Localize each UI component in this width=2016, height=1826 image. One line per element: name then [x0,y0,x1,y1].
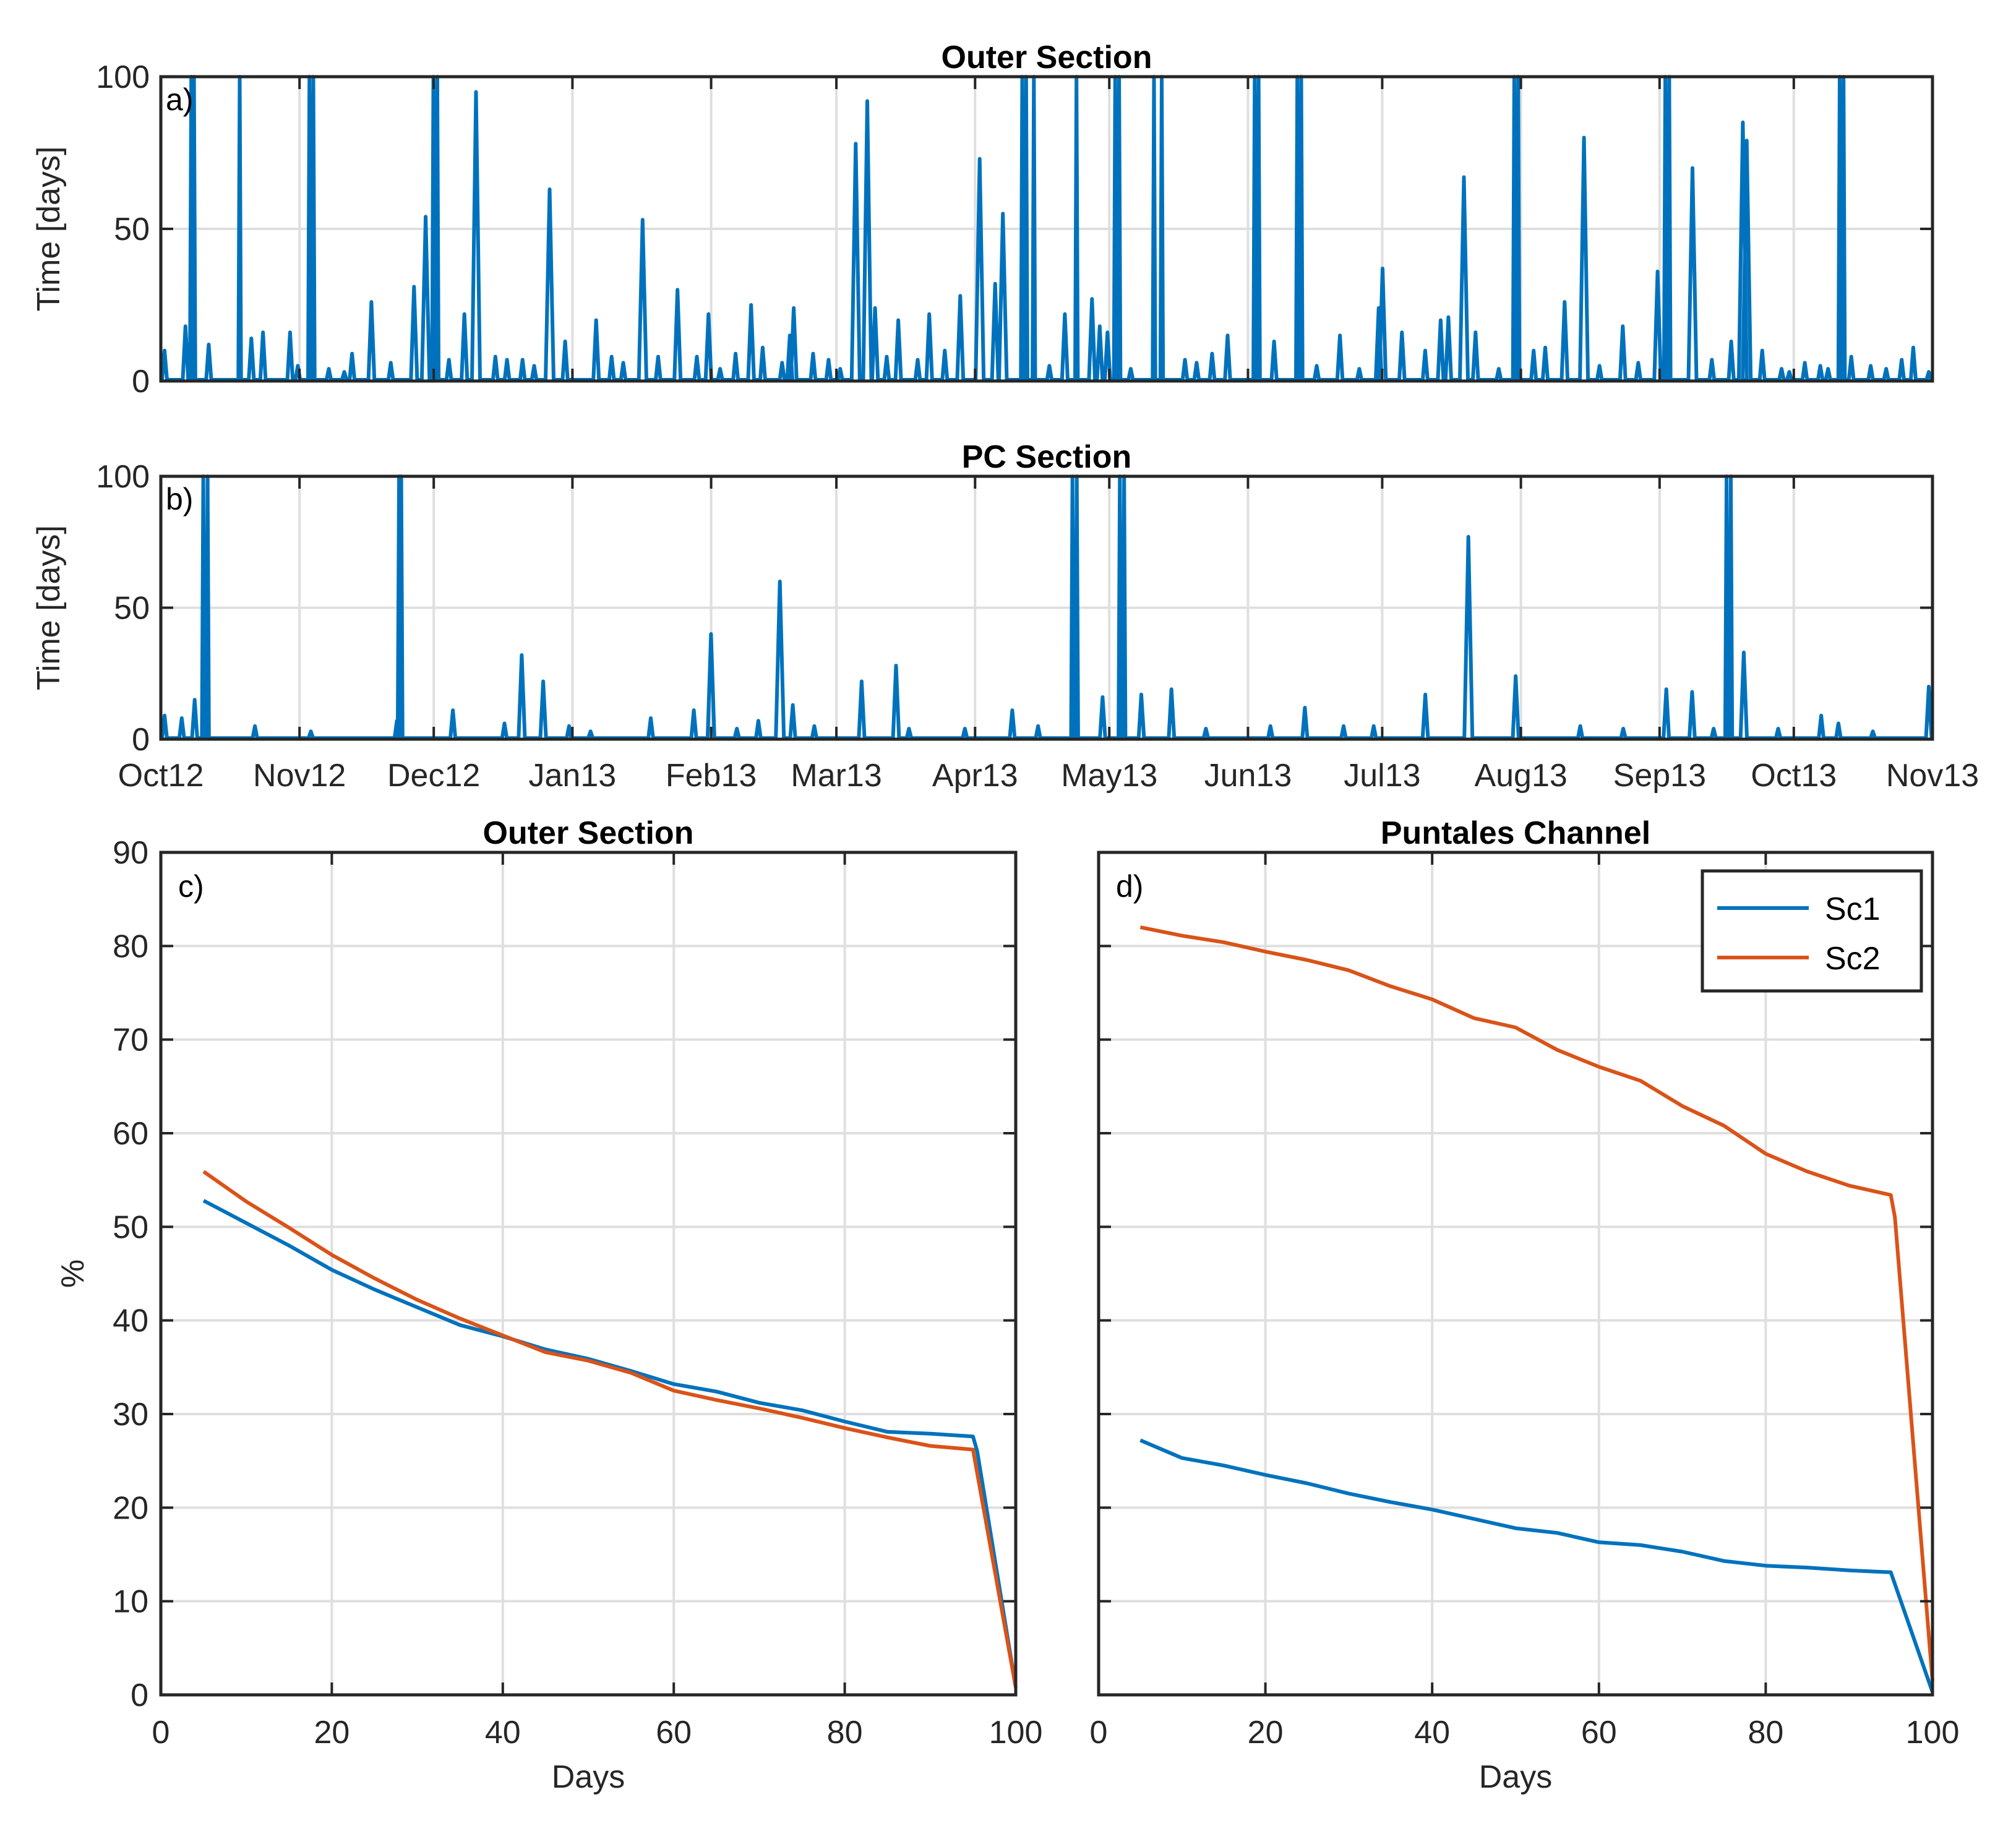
x-tick-label: 40 [485,1715,521,1751]
panel-c-ylabel: % [55,1259,91,1288]
panel-a-label: a) [166,82,193,117]
y-tick-label: 30 [113,1397,148,1433]
panel-b-axes-box [159,474,1934,741]
x-tick-label: Jan13 [529,758,617,794]
x-tick-label: 80 [1748,1715,1783,1751]
x-tick-label: 60 [1581,1715,1617,1751]
panel-c-ytick-labels: 0 10 20 30 40 50 60 70 80 90 [113,835,148,1713]
panel-c-axes-box [159,851,1018,1697]
legend-label-sc1: Sc1 [1825,891,1881,927]
x-tick-label: 100 [1906,1715,1960,1751]
panel-d-series [1139,925,1934,1693]
x-tick-label: 20 [314,1715,350,1751]
series-line-sc2 [202,1170,1018,1688]
series-line-sc2 [1139,925,1934,1681]
y-tick-label: 100 [96,59,150,95]
series-line-sc1 [1139,1438,1934,1693]
x-tick-label: Jul13 [1344,758,1420,794]
y-tick-label: 60 [113,1116,148,1152]
x-tick-label: Nov12 [253,758,346,794]
panel-b-grid [161,476,1932,739]
x-tick-label: Mar13 [791,758,881,794]
panel-d-title: Puntales Channel [1381,815,1650,851]
panel-a: 0 50 100 Outer Section Time [days] a) [31,40,1934,400]
y-tick-label: 0 [132,364,150,400]
x-tick-label: Nov13 [1886,758,1979,794]
y-tick-label: 50 [113,1209,148,1245]
series-line-residence-time [160,75,1933,382]
panel-d-axes-box [1097,851,1934,1697]
x-tick-label: Apr13 [932,758,1018,794]
legend-box [1701,869,1923,993]
panel-d-xtick-labels: 0 20 40 60 80 100 [1090,1715,1960,1751]
panel-c-title: Outer Section [483,815,694,851]
panel-b-label: b) [166,482,193,517]
y-tick-label: 40 [113,1303,148,1339]
y-tick-label: 20 [113,1490,148,1526]
panel-a-axes-box [159,75,1934,383]
panel-a-series [160,75,1933,382]
x-tick-label: May13 [1061,758,1157,794]
panel-a-ytick-labels: 0 50 100 [96,59,150,400]
panel-c-series [202,1170,1018,1688]
panel-c: 0 10 20 30 40 50 60 70 80 90 0 20 40 60 80 100 Outer S… [55,815,1042,1795]
panel-b-title: PC Section [962,439,1132,475]
x-tick-label: 100 [989,1715,1043,1751]
panel-b-ytick-labels: 0 50 100 [96,459,150,758]
x-tick-label: Oct12 [118,758,204,794]
panel-c-xtick-labels: 0 20 40 60 80 100 [152,1715,1043,1751]
panel-c-label: c) [178,869,204,904]
y-tick-label: 90 [113,835,148,871]
x-tick-label: 0 [1090,1715,1108,1751]
panel-d-xlabel: Days [1479,1759,1552,1795]
panel-c-grid [161,852,1016,1695]
x-tick-label: 80 [827,1715,863,1751]
panel-a-title: Outer Section [942,40,1152,75]
x-tick-label: Jun13 [1204,758,1292,794]
y-tick-label: 100 [96,459,150,495]
y-tick-label: 10 [113,1584,148,1620]
y-tick-label: 50 [114,591,150,627]
y-tick-label: 0 [132,722,150,758]
x-tick-label: Sep13 [1613,758,1706,794]
panel-b-xtick-labels: Oct12 Nov12 Dec12 Jan13 Feb13 Mar13 Apr13 May13… [118,758,1980,794]
x-tick-label: Dec12 [387,758,480,794]
y-tick-label: 80 [113,928,148,964]
panel-d: 0 20 40 60 80 100 Puntales Channel Days d) Sc… [1090,815,1960,1795]
panel-d-grid [1099,852,1932,1695]
x-tick-label: 20 [1248,1715,1284,1751]
x-tick-label: Oct13 [1751,758,1837,794]
panel-d-legend: Sc1 Sc2 [1701,869,1923,993]
panel-b-ylabel: Time [days] [31,525,67,690]
panel-a-ylabel: Time [days] [31,147,67,312]
panel-c-xlabel: Days [552,1759,625,1795]
legend-label-sc2: Sc2 [1825,941,1881,977]
x-tick-label: 60 [656,1715,692,1751]
y-tick-label: 50 [114,212,150,247]
y-tick-label: 0 [131,1678,148,1713]
x-tick-label: Feb13 [666,758,757,794]
panel-b-ticks [160,475,1934,740]
panel-b: 0 50 100 Oct12 Nov12 Dec12 Jan13 Feb13 Mar13 Apr… [31,439,1979,794]
x-tick-label: Aug13 [1474,758,1567,794]
y-tick-label: 70 [113,1022,148,1058]
panel-d-label: d) [1116,869,1143,904]
x-tick-label: 0 [152,1715,170,1751]
x-tick-label: 40 [1414,1715,1450,1751]
